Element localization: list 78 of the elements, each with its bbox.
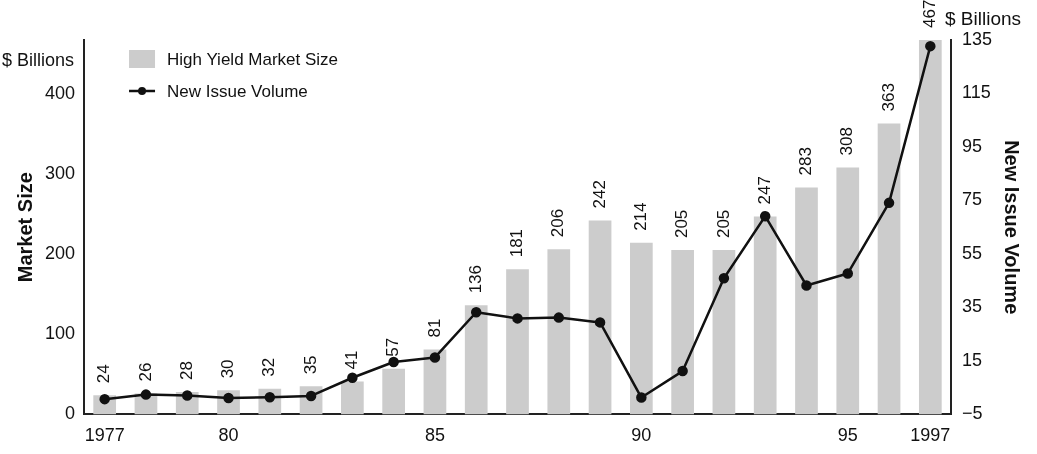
y2-tick-label: 135 bbox=[961, 28, 993, 49]
data-label: 205 bbox=[713, 209, 733, 239]
y2-tick-label: 75 bbox=[961, 189, 982, 210]
point bbox=[759, 210, 771, 222]
bar bbox=[712, 250, 736, 415]
bar bbox=[547, 249, 571, 415]
y-tick-label: 400 bbox=[44, 82, 76, 103]
bar bbox=[423, 349, 447, 415]
data-label: 283 bbox=[796, 147, 816, 176]
x-tick-label: 80 bbox=[218, 425, 239, 446]
data-label: 214 bbox=[631, 202, 651, 231]
point bbox=[925, 40, 936, 52]
legend-label: High Yield Market Size bbox=[167, 49, 339, 69]
point bbox=[636, 392, 647, 403]
bar bbox=[630, 242, 653, 415]
data-label: 242 bbox=[589, 180, 609, 209]
point bbox=[347, 372, 358, 384]
data-label: 30 bbox=[218, 359, 238, 379]
bar bbox=[753, 216, 777, 415]
text: $ Billions bbox=[945, 8, 1022, 30]
data-label: 205 bbox=[672, 209, 692, 239]
bar bbox=[671, 250, 694, 415]
bar bbox=[836, 167, 860, 415]
y-axis-title: Market Size bbox=[13, 172, 36, 283]
point bbox=[883, 197, 895, 209]
bar bbox=[341, 381, 364, 415]
bar bbox=[506, 269, 529, 415]
point bbox=[594, 317, 606, 328]
text: $ Billions bbox=[2, 50, 75, 71]
point bbox=[140, 389, 152, 400]
y2-tick-label: 15 bbox=[961, 349, 982, 370]
data-label: 41 bbox=[342, 350, 362, 370]
point bbox=[718, 273, 730, 284]
bar bbox=[918, 40, 942, 415]
x-tick-label: 95 bbox=[837, 425, 858, 446]
data-label: 35 bbox=[300, 355, 320, 375]
y2-tick-label: 55 bbox=[961, 242, 982, 263]
data-label: 57 bbox=[383, 337, 403, 357]
bar bbox=[464, 305, 488, 415]
bar bbox=[877, 123, 901, 415]
data-label: 24 bbox=[94, 364, 114, 384]
x-tick-label: 1977 bbox=[84, 425, 125, 446]
legend-label: New Issue Volume bbox=[167, 81, 308, 101]
point bbox=[181, 390, 193, 401]
y2-tick-label: −5 bbox=[961, 403, 983, 424]
y2-axis-title: New Issue Volume bbox=[1001, 140, 1024, 315]
bar bbox=[382, 368, 406, 415]
data-label: 308 bbox=[837, 127, 857, 156]
y2-tick-label: 35 bbox=[961, 296, 982, 317]
point bbox=[677, 365, 688, 377]
data-label: 136 bbox=[465, 264, 485, 294]
data-label: 363 bbox=[878, 83, 898, 112]
data-label: 32 bbox=[259, 357, 279, 377]
x-tick-label: 1997 bbox=[910, 425, 951, 446]
point bbox=[429, 352, 441, 363]
x-tick-label: 85 bbox=[424, 425, 445, 446]
data-label: 206 bbox=[548, 208, 568, 238]
y2-tick-label: 95 bbox=[961, 135, 982, 156]
y-tick-label: 100 bbox=[44, 323, 76, 344]
point bbox=[388, 356, 399, 368]
point bbox=[801, 280, 812, 291]
data-label: 28 bbox=[176, 361, 196, 380]
point bbox=[470, 306, 482, 318]
y-tick-label: 0 bbox=[65, 403, 76, 424]
bar bbox=[795, 187, 818, 415]
point bbox=[512, 313, 523, 324]
bar bbox=[588, 220, 612, 415]
data-label: 81 bbox=[424, 318, 444, 338]
point bbox=[842, 268, 854, 279]
y2-tick-label: 115 bbox=[961, 82, 991, 103]
y-tick-label: 200 bbox=[44, 243, 76, 264]
data-label: 467 bbox=[920, 0, 940, 28]
point bbox=[553, 312, 565, 323]
data-label: 247 bbox=[754, 176, 774, 205]
data-label: 181 bbox=[507, 228, 527, 258]
data-label: 26 bbox=[135, 362, 155, 382]
y-tick-label: 300 bbox=[44, 162, 76, 183]
x-tick-label: 90 bbox=[631, 425, 652, 446]
